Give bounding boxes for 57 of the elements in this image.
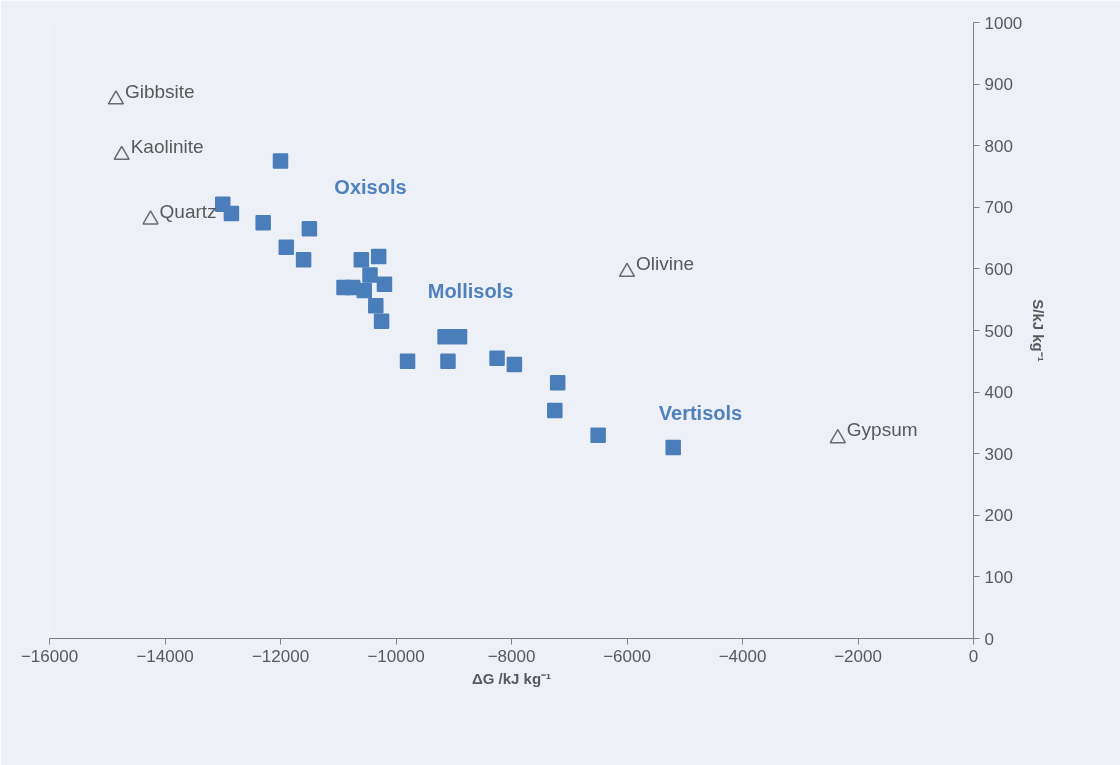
point <box>373 313 390 330</box>
point <box>272 153 289 169</box>
point <box>301 221 318 237</box>
data-label: Kaolinite <box>130 135 204 157</box>
y-tick-label: 0 <box>984 629 994 649</box>
data-label: Quartz <box>159 200 217 222</box>
annotation: Vertisols <box>658 401 743 424</box>
point <box>376 276 393 293</box>
point <box>370 248 387 265</box>
point <box>278 239 295 256</box>
y-tick-label: 300 <box>984 444 1013 464</box>
point <box>107 90 125 105</box>
point <box>590 427 606 443</box>
x-tick-label: −6000 <box>603 646 651 666</box>
point <box>113 145 130 161</box>
y-tick-label: 600 <box>984 259 1013 279</box>
x-tick-label: −14000 <box>136 646 194 666</box>
y-tick-label: 700 <box>984 198 1013 218</box>
y-tick-label: 200 <box>984 506 1013 526</box>
point <box>142 210 159 225</box>
x-tick-label: −10000 <box>367 646 425 666</box>
x-tick-label: −2000 <box>834 646 882 666</box>
y-tick-label: 900 <box>984 75 1013 95</box>
x-axis-title: ΔG /kJ kg⁻¹ <box>471 669 552 687</box>
y-axis-title: S/kJ kg⁻¹ <box>1030 299 1048 362</box>
point <box>549 375 566 391</box>
point <box>440 353 456 370</box>
x-tick-label: −12000 <box>251 646 310 666</box>
x-tick-label: −16000 <box>20 646 79 666</box>
point <box>451 328 468 345</box>
point <box>295 251 312 268</box>
y-tick-label: 800 <box>984 136 1013 156</box>
x-tick-label: −8000 <box>487 646 536 666</box>
point <box>618 262 636 278</box>
y-tick-label: 100 <box>984 567 1013 587</box>
y-tick-label: 400 <box>984 383 1013 403</box>
annotation: Mollisols <box>427 279 514 302</box>
point <box>665 439 681 456</box>
point <box>353 251 370 268</box>
point <box>547 402 563 419</box>
point <box>356 282 372 299</box>
x-tick-label: 0 <box>968 646 979 666</box>
point <box>368 298 384 314</box>
point <box>399 353 416 370</box>
data-label: Gibbsite <box>124 80 195 102</box>
point <box>437 328 453 345</box>
y-tick-label: 1000 <box>984 13 1023 33</box>
point <box>255 214 271 231</box>
point <box>223 205 240 222</box>
point <box>489 350 505 366</box>
annotation: Oxisols <box>334 175 407 198</box>
data-label: Gypsum <box>846 419 918 441</box>
point <box>362 267 378 283</box>
point <box>506 356 523 373</box>
x-tick-label: −4000 <box>718 646 767 666</box>
data-label: Olivine <box>636 252 695 274</box>
y-tick-label: 500 <box>984 321 1013 341</box>
